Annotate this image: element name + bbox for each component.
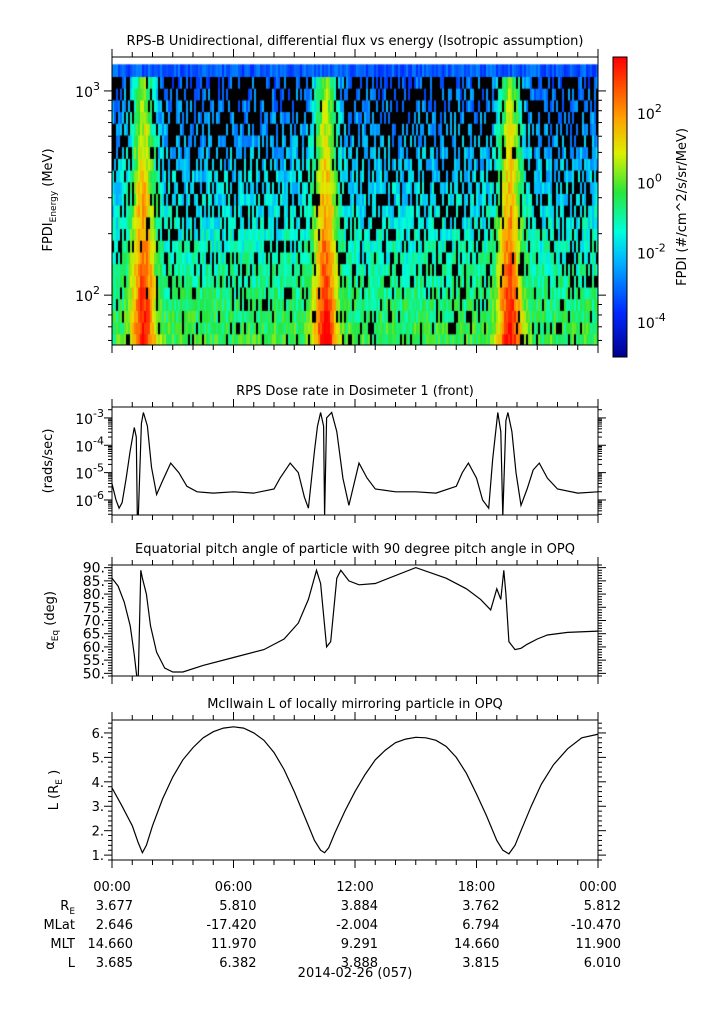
time-tick-label: 06:00 [215,880,252,895]
y-tick-label: 60. [83,640,105,656]
panel-4-ylabel-text: L (RE ) [47,770,65,810]
y-tick-label: 5. [92,751,104,766]
panel-4-frame [111,719,599,861]
colorbar-tick-label: 102 [637,102,662,123]
ephemeris-value: 6.794 [462,918,499,933]
colorbar-tick-label: 10-2 [637,241,666,262]
ephemeris-value: -2.004 [336,918,378,933]
ephemeris-value: -10.470 [571,918,621,933]
y-tick-label: 10-5 [75,462,104,483]
y-tick-label: 75. [83,600,105,616]
panel-2-series [112,411,598,515]
y-tick-label: 10-3 [75,407,104,428]
ephemeris-value: 11.970 [211,937,257,952]
panel-1-frame [111,56,599,346]
panel-2-ylabel-text: (rads/sec) [41,429,56,494]
colorbar-tick-label: 100 [637,172,662,193]
flux-spectrogram [112,57,598,345]
y-tick-label: 3. [92,800,104,815]
time-tick-label: 18:00 [458,880,495,895]
ephemeris-value: 2.646 [96,918,133,933]
y-tick-label: 2. [92,825,104,840]
ephemeris-value: 3.677 [96,899,133,914]
y-tick-label: 50. [83,666,105,682]
y-tick-label: 70. [83,614,105,630]
panel-1-ylabel: FPDIEnergy (MeV) [41,148,59,251]
ephemeris-value: 6.010 [584,956,621,971]
colorbar-frame [612,56,628,358]
ephemeris-label: MLat [43,918,75,933]
ephemeris-value: 3.884 [341,899,378,914]
panel-4-ylabel: L (RE ) [47,770,65,810]
ephemeris-value: 14.660 [454,937,500,952]
ephemeris-value: 14.660 [88,937,134,952]
y-tick-label: 85. [83,574,105,590]
ephemeris-value: 3.815 [462,956,499,971]
y-tick-label: 55. [83,653,105,669]
ephemeris-label: MLT [50,937,75,952]
ephemeris-value: 3.685 [96,956,133,971]
y-tick-label: 103 [75,80,100,101]
y-tick-label: 6. [92,727,104,742]
y-tick-label: 4. [92,776,104,791]
panel-3-ylabel: αEq (deg) [43,591,61,650]
panel-3-title: Equatorial pitch angle of particle with … [135,542,575,557]
y-tick-label: 10-4 [75,434,104,455]
panel-3-series [112,566,598,676]
ephemeris-label: RE [60,899,75,917]
colorbar [613,57,627,357]
y-tick-label: 80. [83,587,105,603]
panel-2-title: RPS Dose rate in Dosimeter 1 (front) [236,384,474,399]
panel-1-title: RPS-B Unidirectional, differential flux … [127,34,584,49]
time-tick-label: 00:00 [579,880,616,895]
colorbar-tick-label: 10-4 [637,311,666,332]
date-label: 2014-02-26 (057) [298,966,413,981]
y-tick-label: 102 [75,284,100,305]
ephemeris-value: -17.420 [206,918,256,933]
y-tick-label: 10-6 [75,489,104,510]
panel-4-series [112,726,598,855]
panel-4-title: McIlwain L of locally mirroring particle… [207,697,503,712]
ephemeris-label: L [68,956,76,971]
colorbar-label: FPDI (#/cm^2/s/sr/MeV) [675,128,690,286]
y-tick-label: 90. [83,561,105,577]
ephemeris-value: 3.888 [341,956,378,971]
panel-3-ylabel-text: αEq (deg) [43,591,61,650]
panel-2-frame [111,406,599,516]
y-tick-label: 1. [92,849,104,864]
ephemeris-value: 3.762 [462,899,499,914]
colorbar-label-text: FPDI (#/cm^2/s/sr/MeV) [675,128,690,286]
ephemeris-value: 5.812 [584,899,621,914]
time-tick-label: 00:00 [93,880,130,895]
panel-3-frame [111,564,599,677]
y-tick-label: 65. [83,627,105,643]
time-tick-label: 12:00 [336,880,373,895]
ephemeris-value: 9.291 [341,937,378,952]
ephemeris-value: 6.382 [219,956,256,971]
panel-2-ylabel: (rads/sec) [41,429,56,494]
ephemeris-value: 5.810 [219,899,256,914]
ephemeris-value: 11.900 [576,937,622,952]
panel-1-ylabel-text: FPDIEnergy (MeV) [41,148,59,251]
